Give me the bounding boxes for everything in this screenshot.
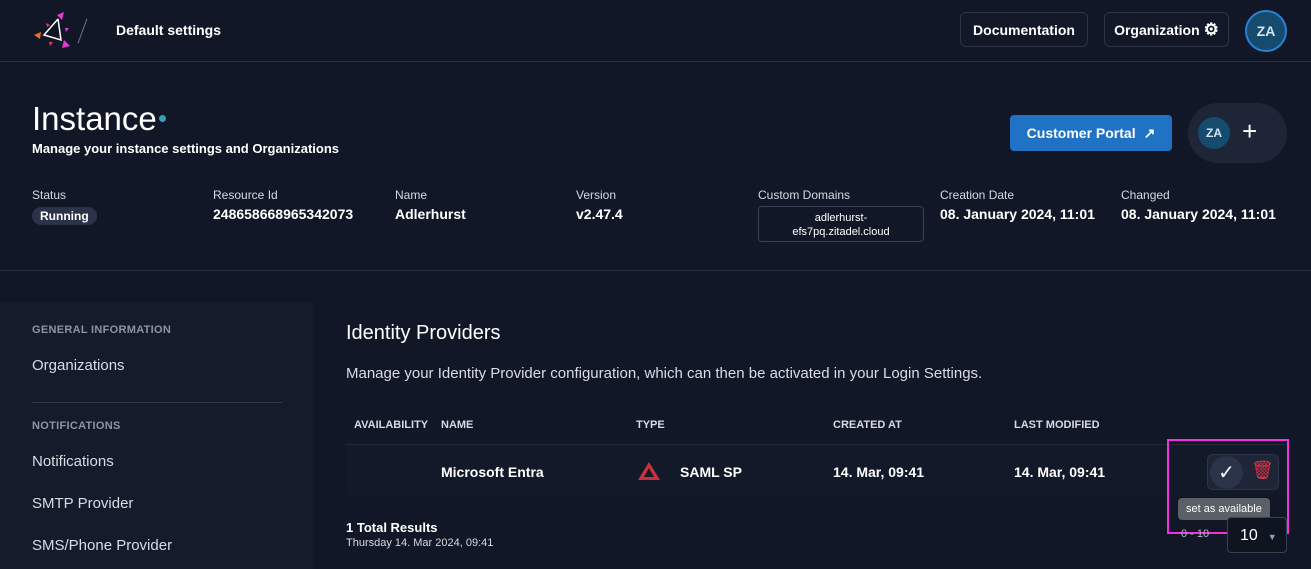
domain-line-1: adlerhurst- (814, 212, 868, 224)
section-notifications: NOTIFICATIONS (32, 420, 121, 432)
page-title: Instance (32, 100, 157, 137)
idp-type: SAML SP (680, 464, 742, 480)
top-bar: Default settings Documentation Organizat… (0, 0, 1311, 62)
column-availability[interactable]: AVAILABILITY (354, 419, 429, 431)
sidebar-item-notifications[interactable]: Notifications (32, 453, 114, 470)
delete-trash-icon[interactable]: 🗑 (1251, 460, 1274, 480)
column-last-modified[interactable]: LAST MODIFIED (1014, 419, 1100, 431)
tooltip: set as available (1178, 498, 1270, 520)
creation-date: 08. January 2024, 11:01 (940, 206, 1095, 222)
idp-last-modified: 14. Mar, 09:41 (1014, 464, 1106, 480)
sidebar-divider (32, 402, 282, 403)
member-avatar: ZA (1198, 117, 1230, 149)
chevron-down-icon: ▼ (1267, 532, 1277, 542)
section-title: Identity Providers (346, 322, 501, 344)
page-range: 0 - 10 (1181, 528, 1210, 540)
custom-domains-label: Custom Domains (758, 188, 851, 202)
resource-id: 248658668965342073 (213, 206, 354, 222)
members-widget[interactable]: ZA + (1188, 103, 1287, 163)
section-general-information: GENERAL INFORMATION (32, 324, 172, 336)
page-size-select[interactable]: 10 ▼ (1227, 517, 1287, 553)
results-timestamp: Thursday 14. Mar 2024, 09:41 (346, 537, 494, 549)
status-dot (159, 115, 166, 122)
sidebar-item-smtp-provider[interactable]: SMTP Provider (32, 495, 134, 512)
organization-button[interactable]: Organization ⚙ (1104, 12, 1229, 47)
add-member-icon[interactable]: + (1242, 116, 1258, 146)
status-badge: Running (32, 207, 97, 225)
documentation-button[interactable]: Documentation (960, 12, 1088, 47)
total-results: 1 Total Results (346, 520, 438, 535)
sidebar-item-organizations[interactable]: Organizations (32, 357, 125, 374)
column-name[interactable]: NAME (441, 419, 474, 431)
resource-id-label: Resource Id (213, 188, 278, 202)
organization-label: Organization (1114, 21, 1200, 38)
customer-portal-label: Customer Portal (1026, 125, 1136, 141)
column-created-at[interactable]: CREATED AT (833, 419, 902, 431)
version-label: Version (576, 188, 617, 202)
divider (0, 270, 1311, 271)
zitadel-logo-icon[interactable] (32, 10, 74, 50)
set-available-check-icon[interactable]: ✓ (1210, 456, 1243, 489)
table-row[interactable]: Microsoft Entra SAML SP 14. Mar, 09:41 1… (346, 445, 1287, 495)
gear-icon: ⚙ (1203, 19, 1219, 39)
saml-icon (638, 462, 660, 480)
breadcrumb-divider (77, 18, 88, 44)
creation-date-label: Creation Date (940, 188, 1015, 202)
version: v2.47.4 (576, 206, 623, 222)
instance-name: Adlerhurst (395, 206, 466, 222)
sidebar: GENERAL INFORMATION Organizations NOTIFI… (0, 303, 313, 569)
changed-label: Changed (1121, 188, 1170, 202)
changed-date: 08. January 2024, 11:01 (1121, 206, 1276, 222)
user-avatar[interactable]: ZA (1245, 10, 1287, 52)
column-type[interactable]: TYPE (636, 419, 665, 431)
idp-created-at: 14. Mar, 09:41 (833, 464, 925, 480)
breadcrumb[interactable]: Default settings (116, 22, 222, 38)
custom-domain-chip[interactable]: adlerhurst-efs7pq.zitadel.cloud (758, 206, 924, 242)
idp-name: Microsoft Entra (441, 464, 544, 480)
name-label: Name (395, 188, 428, 202)
domain-line-2: efs7pq.zitadel.cloud (792, 226, 890, 238)
page-subtitle: Manage your instance settings and Organi… (32, 141, 340, 156)
header-divider (346, 444, 1287, 445)
row-actions: ✓ 🗑 (1207, 454, 1279, 490)
customer-portal-button[interactable]: Customer Portal ↗ (1010, 115, 1172, 151)
page-size-value: 10 (1240, 527, 1258, 544)
status-label: Status (32, 188, 67, 202)
external-link-icon: ↗ (1143, 124, 1156, 141)
section-description: Manage your Identity Provider configurat… (346, 365, 983, 382)
sidebar-item-sms-provider[interactable]: SMS/Phone Provider (32, 537, 173, 554)
